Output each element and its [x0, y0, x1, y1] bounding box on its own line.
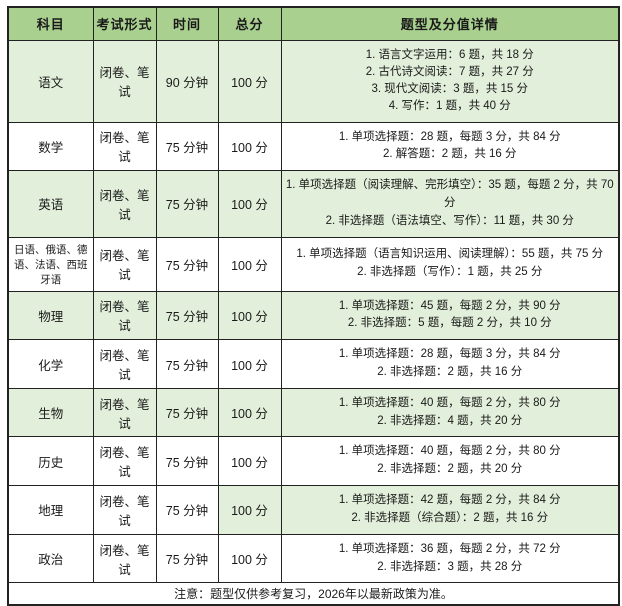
score-cell: 100 分 [217, 339, 282, 389]
column-header-subject: 科目 [7, 6, 94, 41]
details-cell: 1. 单项选择题：28 题，每题 3 分，共 84 分 2. 解答题：2 题，共 … [280, 121, 620, 172]
format-cell: 闭卷、笔试 [92, 436, 157, 487]
detail-line: 2. 非选择题（写作）：1 题，共 25 分 [357, 266, 543, 279]
time-cell: 75 分钟 [155, 236, 219, 292]
time-cell: 90 分钟 [155, 39, 219, 123]
subject-cell: 英语 [7, 170, 94, 238]
subject-cell: 化学 [7, 339, 94, 389]
detail-line: 1. 单项选择题：45 题，每题 2 分，共 90 分 [338, 299, 561, 312]
score-cell: 100 分 [217, 387, 282, 438]
detail-line: 3. 现代文阅读：3 题，共 15 分 [371, 83, 529, 95]
detail-line: 4. 写作：1 题，共 40 分 [388, 100, 511, 113]
detail-line: 1. 语言文字运用：6 题，共 18 分 [365, 48, 534, 61]
detail-line: 2. 非选择题：2 题，共 20 分 [377, 463, 523, 476]
detail-line: 1. 单项选择题：28 题，每题 3 分，共 84 分 [338, 348, 561, 361]
detail-line: 2. 非选择题：2 题，共 16 分 [377, 366, 523, 378]
subject-cell: 政治 [7, 533, 94, 584]
header-row: 科目 考试形式 时间 总分 题型及分值详情 [7, 6, 620, 41]
details-cell: 1. 单项选择题：36 题，每题 2 分，共 72 分 2. 非选择题：3 题，共… [280, 533, 620, 584]
format-cell: 闭卷、笔试 [92, 39, 157, 123]
format-cell: 闭卷、笔试 [92, 387, 157, 438]
detail-line: 2. 非选择题：5 题，每题 2 分，共 10 分 [347, 317, 552, 330]
subject-cell: 数学 [7, 121, 94, 172]
table-row: 政治 闭卷、笔试 75 分钟 100 分 1. 单项选择题：36 题，每题 2 分，共 … [7, 533, 620, 584]
detail-line: 1. 单项选择题（语言知识运用、阅读理解）：55 题，共 75 分 [296, 248, 604, 261]
format-cell: 闭卷、笔试 [92, 236, 157, 292]
column-header-time: 时间 [155, 6, 219, 41]
detail-line: 2. 非选择题（语法填空、写作）：11 题，共 30 分 [325, 214, 574, 227]
subject-cell: 语文 [7, 39, 94, 123]
score-cell: 100 分 [217, 436, 282, 487]
detail-line: 1. 单项选择题：40 题，每题 2 分，共 80 分 [338, 445, 561, 458]
table-row: 地理 闭卷、笔试 75 分钟 100 分 1. 单项选择题：42 题，每题 2 分，共 … [7, 485, 620, 535]
detail-line: 2. 非选择题（综合题）：2 题，共 16 分 [351, 511, 549, 524]
detail-line: 2. 解答题：2 题，共 16 分 [382, 148, 517, 161]
table-row: 英语 闭卷、笔试 75 分钟 100 分 1. 单项选择题（阅读理解、完形填空）：35 … [7, 170, 620, 238]
score-cell: 100 分 [217, 533, 282, 584]
time-cell: 75 分钟 [155, 436, 219, 487]
details-cell: 1. 单项选择题：28 题，每题 3 分，共 84 分 2. 非选择题：2 题，共… [280, 339, 620, 389]
detail-line: 1. 单项选择题：36 题，每题 2 分，共 72 分 [338, 542, 561, 555]
score-cell: 100 分 [217, 290, 282, 341]
time-cell: 75 分钟 [155, 170, 219, 238]
format-cell: 闭卷、笔试 [92, 533, 157, 584]
subject-cell: 历史 [7, 436, 94, 487]
details-cell: 1. 单项选择题：40 题，每题 2 分，共 80 分 2. 非选择题：4 题，共… [280, 387, 620, 438]
footnote-row: 注意：题型仅供参考复习，2026年以最新政策为准。 [7, 582, 620, 606]
time-cell: 75 分钟 [155, 533, 219, 584]
table-row: 数学 闭卷、笔试 75 分钟 100 分 1. 单项选择题：28 题，每题 3 分，共 … [7, 121, 620, 172]
score-cell: 100 分 [217, 236, 282, 292]
table-row: 化学 闭卷、笔试 75 分钟 100 分 1. 单项选择题：28 题，每题 3 分，共 … [7, 339, 620, 389]
subject-cell: 地理 [7, 485, 94, 535]
detail-line: 1. 单项选择题：40 题，每题 2 分，共 80 分 [338, 396, 561, 409]
column-header-format: 考试形式 [92, 6, 157, 41]
detail-line: 2. 古代诗文阅读：7 题，共 27 分 [365, 65, 534, 78]
details-cell: 1. 单项选择题（语言知识运用、阅读理解）：55 题，共 75 分 2. 非选择题… [280, 236, 620, 292]
detail-line: 1. 单项选择题（阅读理解、完形填空）：35 题，每题 2 分，共 70 分 [285, 179, 614, 209]
subject-cell: 生物 [7, 387, 94, 438]
table-row: 语文 闭卷、笔试 90 分钟 100 分 1. 语言文字运用：6 题，共 18 分 2. … [7, 39, 620, 123]
table-row: 历史 闭卷、笔试 75 分钟 100 分 1. 单项选择题：40 题，每题 2 分，共 … [7, 436, 620, 487]
time-cell: 75 分钟 [155, 485, 219, 535]
table-row: 生物 闭卷、笔试 75 分钟 100 分 1. 单项选择题：40 题，每题 2 分，共 … [7, 387, 620, 438]
time-cell: 75 分钟 [155, 290, 219, 341]
score-cell: 100 分 [217, 485, 282, 535]
format-cell: 闭卷、笔试 [92, 339, 157, 389]
column-header-score: 总分 [217, 6, 282, 41]
format-cell: 闭卷、笔试 [92, 290, 157, 341]
column-header-details: 题型及分值详情 [280, 6, 620, 41]
details-cell: 1. 语言文字运用：6 题，共 18 分 2. 古代诗文阅读：7 题，共 27 分… [280, 39, 620, 123]
format-cell: 闭卷、笔试 [92, 121, 157, 172]
table-body: 语文 闭卷、笔试 90 分钟 100 分 1. 语言文字运用：6 题，共 18 分 2. … [7, 39, 620, 584]
details-cell: 1. 单项选择题：40 题，每题 2 分，共 80 分 2. 非选择题：2 题，共… [280, 436, 620, 487]
details-cell: 1. 单项选择题（阅读理解、完形填空）：35 题，每题 2 分，共 70 分 2.… [280, 170, 620, 238]
subject-cell: 日语、俄语、德语、法语、西班牙语 [7, 236, 94, 292]
detail-line: 1. 单项选择题：28 题，每题 3 分，共 84 分 [338, 130, 561, 143]
detail-line: 2. 非选择题：4 题，共 20 分 [377, 414, 523, 427]
score-cell: 100 分 [217, 39, 282, 123]
time-cell: 75 分钟 [155, 387, 219, 438]
time-cell: 75 分钟 [155, 339, 219, 389]
details-cell: 1. 单项选择题：45 题，每题 2 分，共 90 分 2. 非选择题：5 题，每… [280, 290, 620, 341]
score-cell: 100 分 [217, 121, 282, 172]
subject-cell: 物理 [7, 290, 94, 341]
table-row: 日语、俄语、德语、法语、西班牙语 闭卷、笔试 75 分钟 100 分 1. 单项选择题（… [7, 236, 620, 292]
table-row: 物理 闭卷、笔试 75 分钟 100 分 1. 单项选择题：45 题，每题 2 分，共 … [7, 290, 620, 341]
detail-line: 1. 单项选择题：42 题，每题 2 分，共 84 分 [338, 494, 561, 507]
time-cell: 75 分钟 [155, 121, 219, 172]
detail-line: 2. 非选择题：3 题，共 28 分 [377, 560, 523, 573]
format-cell: 闭卷、笔试 [92, 170, 157, 238]
score-cell: 100 分 [217, 170, 282, 238]
format-cell: 闭卷、笔试 [92, 485, 157, 535]
details-cell: 1. 单项选择题：42 题，每题 2 分，共 84 分 2. 非选择题（综合题）：… [280, 485, 620, 535]
table-footnote: 注意：题型仅供参考复习，2026年以最新政策为准。 [7, 582, 620, 606]
